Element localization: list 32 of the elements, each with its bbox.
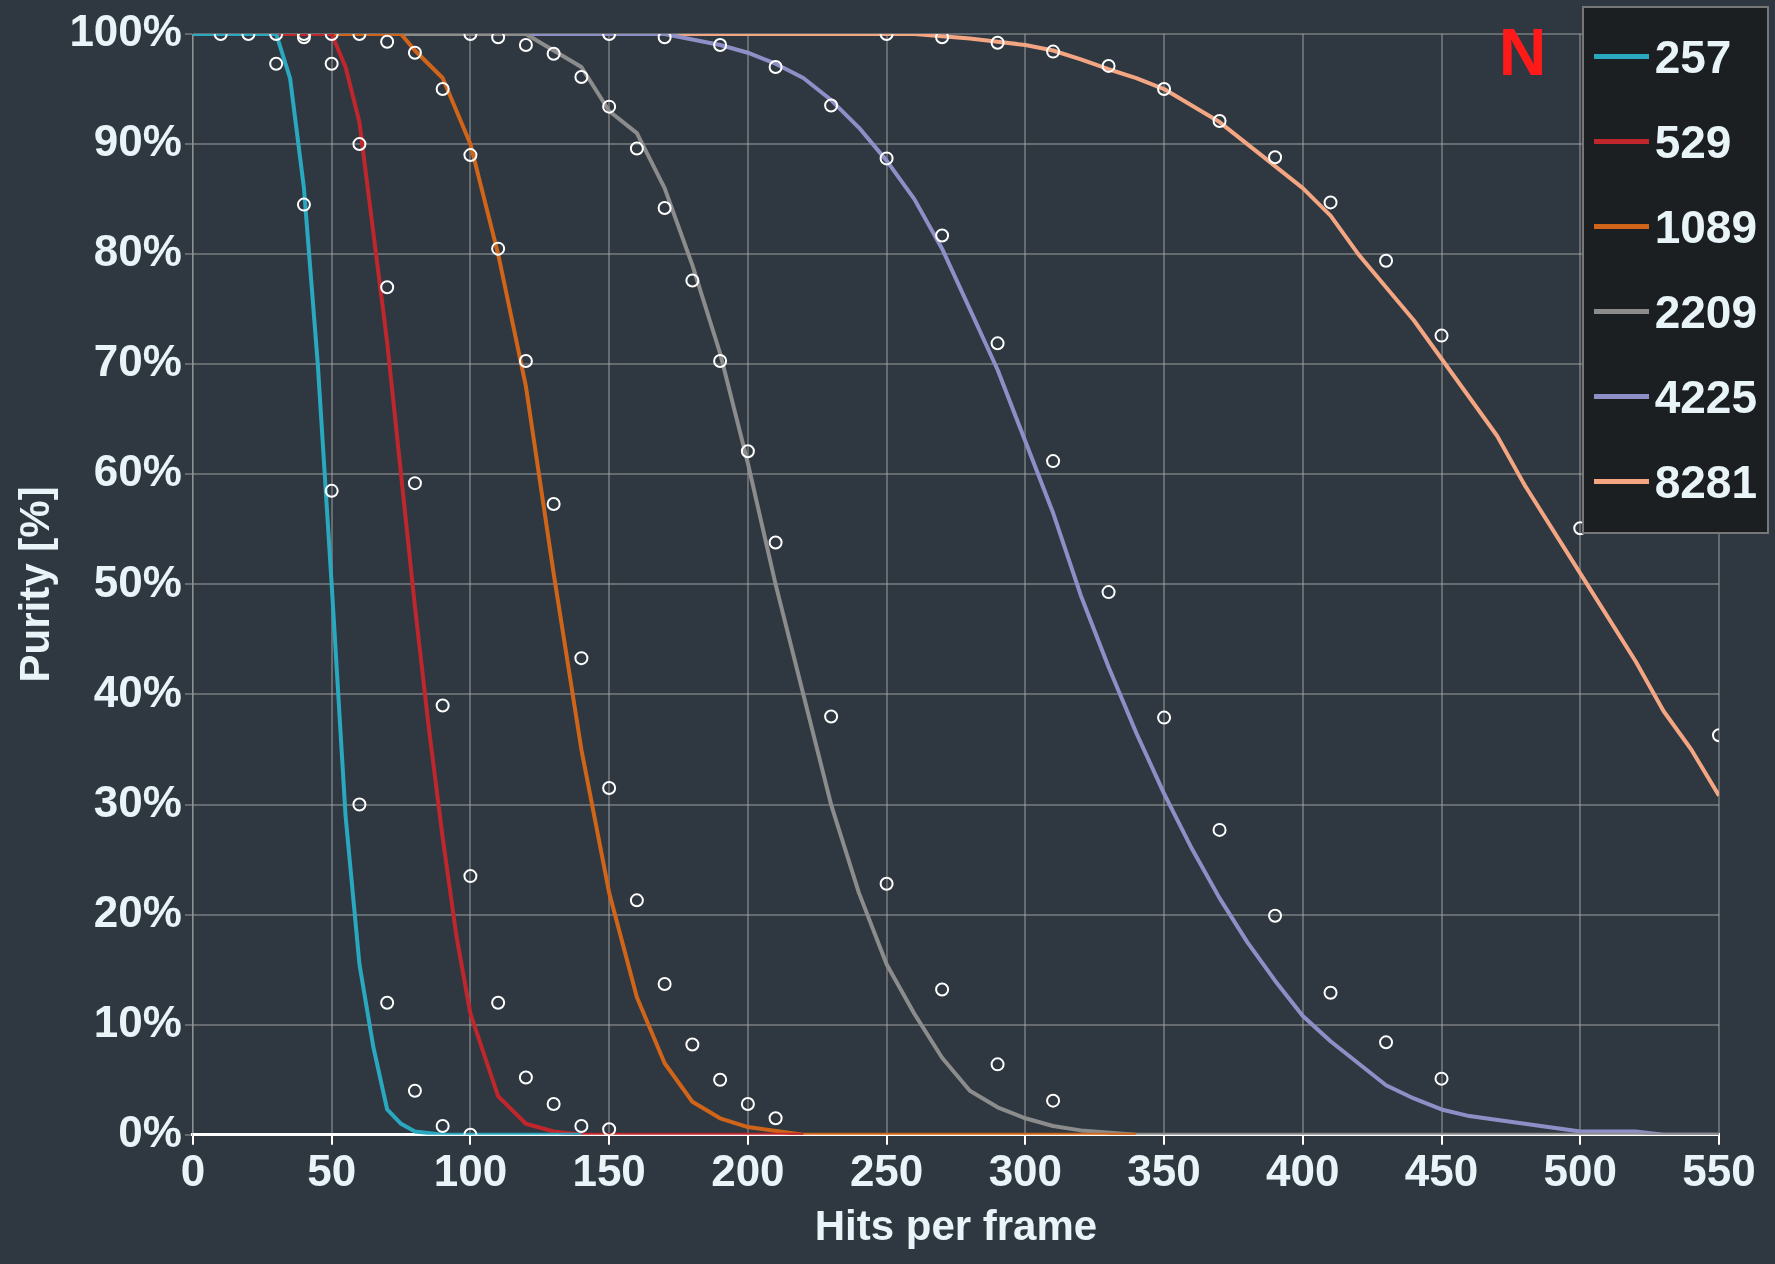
x-tick-label: 50 (307, 1146, 357, 1196)
y-tick-label: 40% (93, 666, 182, 716)
x-tick-label: 450 (1404, 1146, 1479, 1196)
x-tick-label: 0 (180, 1146, 206, 1196)
y-tick-label: 60% (93, 446, 182, 496)
y-tick-label: 0% (118, 1106, 182, 1156)
legend-label: 4225 (1654, 369, 1757, 424)
x-tick-label: 150 (572, 1146, 646, 1196)
x-tick-label: 350 (1127, 1146, 1201, 1196)
y-tick-label: 80% (93, 226, 182, 276)
legend-label: 2209 (1654, 284, 1757, 339)
y-tick-label: 100% (69, 6, 182, 56)
y-tick-label: 70% (93, 336, 182, 386)
legend-label: 257 (1654, 29, 1732, 84)
y-tick-label: 50% (93, 556, 182, 606)
y-tick-label: 30% (93, 776, 182, 826)
x-tick-label: 200 (711, 1146, 785, 1196)
x-tick-label: 550 (1682, 1146, 1756, 1196)
x-tick-label: 500 (1543, 1146, 1617, 1196)
x-axis-title: Hits per frame (814, 1202, 1098, 1250)
x-tick-label: 100 (433, 1146, 508, 1196)
legend-label: 8281 (1654, 454, 1757, 509)
legend-label: 1089 (1654, 199, 1757, 254)
x-tick-label: 400 (1266, 1146, 1340, 1196)
x-tick-label: 250 (849, 1146, 924, 1196)
x-tick-label: 300 (988, 1146, 1063, 1196)
legend-title: N (1498, 14, 1547, 90)
y-tick-label: 20% (93, 886, 182, 936)
y-tick-label: 90% (93, 116, 182, 166)
legend-label: 529 (1654, 114, 1732, 169)
y-tick-label: 10% (93, 996, 182, 1046)
y-axis-title: Purity [%] (10, 486, 58, 683)
